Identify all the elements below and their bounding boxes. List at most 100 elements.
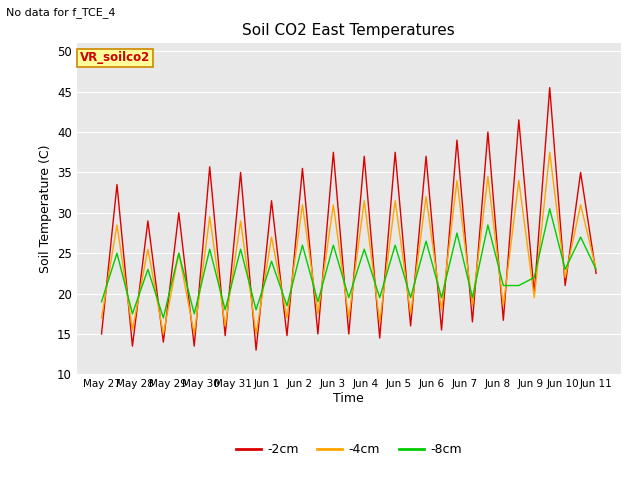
-2cm (113, 182, 121, 188)
-2cm (376, 335, 383, 341)
-8cm (561, 266, 569, 272)
-2cm (314, 331, 322, 337)
X-axis label: Time: Time (333, 392, 364, 405)
-2cm (237, 169, 244, 175)
-8cm (592, 266, 600, 272)
-2cm (531, 291, 538, 297)
-4cm (345, 315, 353, 321)
-8cm (546, 206, 554, 212)
-2cm (221, 333, 229, 338)
-8cm (499, 283, 507, 288)
Text: VR_soilco2: VR_soilco2 (79, 51, 150, 64)
-8cm (330, 242, 337, 248)
-2cm (453, 137, 461, 143)
-8cm (438, 295, 445, 300)
-2cm (283, 333, 291, 338)
-2cm (129, 343, 136, 349)
-2cm (345, 331, 353, 337)
-4cm (191, 331, 198, 337)
-4cm (360, 198, 368, 204)
-2cm (391, 149, 399, 155)
-4cm (577, 202, 584, 208)
-2cm (468, 319, 476, 325)
-2cm (144, 218, 152, 224)
-8cm (252, 307, 260, 312)
Text: No data for f_TCE_4: No data for f_TCE_4 (6, 7, 116, 18)
-2cm (561, 283, 569, 288)
-2cm (299, 166, 307, 171)
-8cm (206, 246, 214, 252)
-4cm (175, 251, 182, 256)
-4cm (268, 234, 275, 240)
-8cm (98, 299, 106, 305)
-8cm (360, 246, 368, 252)
-2cm (422, 154, 430, 159)
-2cm (360, 154, 368, 159)
-8cm (391, 242, 399, 248)
-8cm (268, 258, 275, 264)
-4cm (299, 202, 307, 208)
-4cm (531, 295, 538, 300)
-4cm (113, 222, 121, 228)
-4cm (237, 218, 244, 224)
-2cm (592, 271, 600, 276)
-4cm (330, 202, 337, 208)
-4cm (221, 323, 229, 329)
-4cm (453, 178, 461, 183)
-4cm (314, 311, 322, 317)
-8cm (144, 266, 152, 272)
-4cm (484, 174, 492, 180)
Y-axis label: Soil Temperature (C): Soil Temperature (C) (38, 144, 51, 273)
-8cm (237, 246, 244, 252)
-8cm (129, 311, 136, 317)
Line: -8cm: -8cm (102, 209, 596, 318)
-8cm (484, 222, 492, 228)
-2cm (484, 129, 492, 135)
-8cm (531, 275, 538, 280)
-8cm (515, 283, 523, 288)
-4cm (206, 214, 214, 220)
-2cm (206, 164, 214, 169)
-4cm (468, 303, 476, 309)
-2cm (515, 117, 523, 123)
-2cm (252, 348, 260, 353)
-8cm (175, 251, 182, 256)
-2cm (438, 327, 445, 333)
-4cm (391, 198, 399, 204)
-8cm (345, 295, 353, 300)
-2cm (98, 331, 106, 337)
-4cm (592, 266, 600, 272)
-2cm (159, 339, 167, 345)
-8cm (299, 242, 307, 248)
-8cm (376, 295, 383, 300)
Line: -2cm: -2cm (102, 88, 596, 350)
-4cm (252, 331, 260, 337)
-8cm (453, 230, 461, 236)
-2cm (191, 343, 198, 349)
-4cm (499, 303, 507, 309)
-2cm (546, 85, 554, 91)
-8cm (159, 315, 167, 321)
-4cm (159, 331, 167, 337)
-2cm (330, 149, 337, 155)
-4cm (438, 307, 445, 312)
-4cm (407, 311, 415, 317)
-2cm (268, 198, 275, 204)
-4cm (422, 194, 430, 200)
-4cm (515, 178, 523, 183)
-4cm (376, 319, 383, 325)
-8cm (191, 311, 198, 317)
-8cm (468, 295, 476, 300)
-2cm (577, 169, 584, 175)
-4cm (561, 275, 569, 280)
-4cm (546, 149, 554, 155)
-4cm (283, 315, 291, 321)
-8cm (314, 299, 322, 305)
-2cm (175, 210, 182, 216)
Legend: -2cm, -4cm, -8cm: -2cm, -4cm, -8cm (231, 438, 467, 461)
-8cm (283, 303, 291, 309)
-2cm (407, 323, 415, 329)
-2cm (499, 317, 507, 323)
-8cm (221, 307, 229, 312)
-4cm (129, 327, 136, 333)
